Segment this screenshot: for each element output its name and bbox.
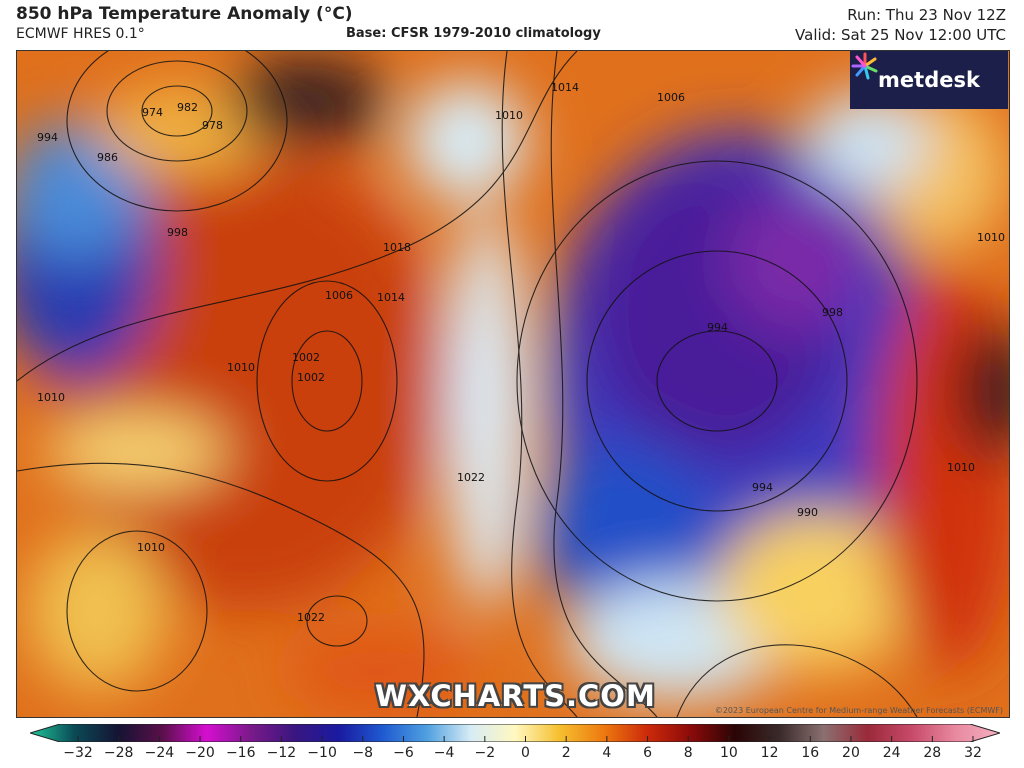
colorbar-label: 24 bbox=[882, 745, 901, 761]
metdesk-flower-icon bbox=[851, 52, 878, 80]
wxcharts-watermark: WXCHARTS.COM bbox=[375, 679, 656, 713]
isobars bbox=[17, 51, 918, 717]
anomaly-map[interactable]: 982 974 978 986 994 1002 998 1006 1010 1… bbox=[16, 50, 1010, 718]
colorbar-label: 2 bbox=[561, 745, 571, 761]
isobar-label: 1010 bbox=[37, 391, 65, 404]
isobar-label: 1010 bbox=[227, 361, 255, 374]
isobar-label: 1006 bbox=[657, 91, 685, 104]
isobar-label: 1014 bbox=[377, 291, 405, 304]
colorbar-label: −28 bbox=[103, 745, 134, 761]
isobar-label: 1010 bbox=[495, 109, 523, 122]
map-field: 982 974 978 986 994 1002 998 1006 1010 1… bbox=[17, 51, 1009, 717]
colorbar-label: 6 bbox=[643, 745, 652, 761]
isobar-label: 994 bbox=[752, 481, 773, 494]
colorbar-label: −12 bbox=[266, 745, 297, 761]
isobar-label: 1022 bbox=[297, 611, 325, 624]
run-time-label: Run: Thu 23 Nov 12Z bbox=[847, 6, 1006, 24]
colorbar-label: −32 bbox=[63, 745, 93, 761]
colorbar-label: 10 bbox=[719, 745, 738, 761]
isobar-label: 990 bbox=[797, 506, 818, 519]
isobar-label: 1022 bbox=[457, 471, 485, 484]
colorbar-label: 20 bbox=[842, 745, 860, 761]
colorbar-label: 8 bbox=[683, 745, 693, 761]
isobar-label: 978 bbox=[202, 119, 223, 132]
isobar-label: 1010 bbox=[977, 231, 1005, 244]
colorbar-label: −20 bbox=[185, 745, 215, 761]
isobar-label: 1018 bbox=[383, 241, 411, 254]
isobar-label: 974 bbox=[142, 106, 163, 119]
logo-text: metdesk bbox=[878, 68, 980, 92]
isobar-label: 1010 bbox=[137, 541, 165, 554]
isobar-label: 1010 bbox=[947, 461, 975, 474]
isobar-label: 998 bbox=[822, 306, 843, 319]
colorbar-label: 16 bbox=[801, 745, 820, 761]
colorbar-label: −10 bbox=[307, 745, 337, 761]
isobar-label: 1014 bbox=[551, 81, 579, 94]
colorbar-label: 0 bbox=[521, 745, 530, 761]
metdesk-logo: metdesk bbox=[850, 51, 1008, 109]
isobar-label: 1002 bbox=[292, 351, 320, 364]
colorbar-label: −16 bbox=[225, 745, 256, 761]
valid-time-label: Valid: Sat 25 Nov 12:00 UTC bbox=[795, 26, 1006, 44]
colorbar-label: 32 bbox=[964, 745, 982, 761]
colorbar-label: −4 bbox=[433, 745, 455, 761]
colorbar-label: 12 bbox=[760, 745, 779, 761]
isobar-label: 994 bbox=[707, 321, 728, 334]
chart-title: 850 hPa Temperature Anomaly (°C) bbox=[16, 4, 353, 24]
isobar-label: 998 bbox=[167, 226, 188, 239]
isobar-label: 1002 bbox=[297, 371, 325, 384]
colorbar-label: −2 bbox=[474, 745, 496, 761]
colorbar-label: −8 bbox=[352, 745, 374, 761]
colorbar-label: −24 bbox=[144, 745, 175, 761]
copyright-notice: ©2023 European Centre for Medium-range W… bbox=[714, 706, 1003, 715]
isobar-label: 1006 bbox=[325, 289, 353, 302]
colorbar-label: 4 bbox=[602, 745, 612, 761]
colorbar-label: −6 bbox=[393, 745, 414, 761]
colorbar-label: 28 bbox=[923, 745, 942, 761]
isobar-label: 982 bbox=[177, 101, 198, 114]
colorbar bbox=[30, 724, 1000, 742]
model-label: ECMWF HRES 0.1° bbox=[16, 26, 145, 42]
isobar-label: 986 bbox=[97, 151, 118, 164]
base-climatology-label: Base: CFSR 1979-2010 climatology bbox=[346, 26, 601, 41]
isobar-label: 994 bbox=[37, 131, 58, 144]
